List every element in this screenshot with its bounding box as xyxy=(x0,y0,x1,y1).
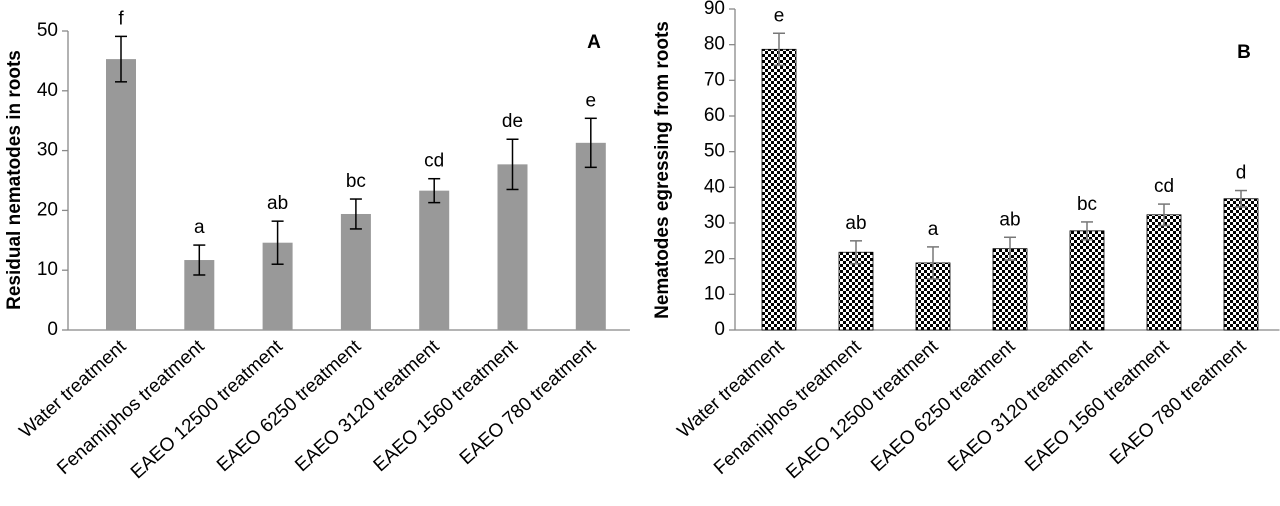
bar xyxy=(761,48,797,331)
y-tick-label: 40 xyxy=(704,176,725,197)
bar xyxy=(106,59,136,331)
y-tick-label: 20 xyxy=(704,248,725,269)
y-tick-label: 30 xyxy=(37,140,58,161)
y-tick-label: 40 xyxy=(37,80,58,101)
significance-letter: de xyxy=(502,111,523,132)
significance-letter: e xyxy=(586,90,597,111)
x-tick-label: Fenamiphos treatment xyxy=(53,336,209,479)
bar xyxy=(1069,230,1105,331)
bar xyxy=(575,142,606,330)
bar xyxy=(838,251,874,331)
significance-letter: a xyxy=(928,219,939,240)
x-tick-label: Fenamiphos treatment xyxy=(710,336,866,479)
x-tick-label: EAEO 780 treatment xyxy=(456,336,601,469)
x-tick-label: EAEO 12500 treatment xyxy=(127,336,288,484)
y-tick-label: 0 xyxy=(47,319,58,340)
significance-letter: bc xyxy=(346,171,366,192)
bar xyxy=(992,248,1028,331)
panel-label: B xyxy=(1237,42,1251,63)
x-tick-label: EAEO 1560 treatment xyxy=(370,336,523,476)
bar xyxy=(1223,198,1259,331)
y-tick-label: 20 xyxy=(37,199,58,220)
significance-letter: cd xyxy=(1154,176,1174,197)
significance-letter: d xyxy=(1236,163,1247,184)
y-tick-label: 0 xyxy=(714,319,725,340)
y-tick-label: 50 xyxy=(704,141,725,162)
y-tick-label: 60 xyxy=(704,105,725,126)
significance-letter: a xyxy=(194,217,205,238)
x-tick-label: EAEO 3120 treatment xyxy=(291,336,444,476)
panel-label: A xyxy=(587,32,601,53)
y-tick-label: 10 xyxy=(704,283,725,304)
y-tick-label: 70 xyxy=(704,69,725,90)
significance-letter: bc xyxy=(1077,194,1097,215)
significance-letter: ab xyxy=(999,209,1020,230)
y-tick-label: 30 xyxy=(704,212,725,233)
y-tick-label: 50 xyxy=(37,20,58,41)
x-tick-label: EAEO 6250 treatment xyxy=(213,336,366,476)
significance-letter: cd xyxy=(424,151,444,172)
significance-letter: ab xyxy=(267,193,288,214)
significance-letter: ab xyxy=(845,213,866,234)
x-tick-label: EAEO 780 treatment xyxy=(1106,336,1251,469)
y-tick-label: 10 xyxy=(37,259,58,280)
bar xyxy=(497,164,528,330)
x-tick-label: EAEO 3120 treatment xyxy=(944,336,1097,476)
bar xyxy=(419,190,450,330)
significance-letter: f xyxy=(118,8,124,29)
x-tick-label: EAEO 6250 treatment xyxy=(867,336,1020,476)
significance-letter: e xyxy=(774,5,785,26)
y-axis-label: Nematodes egressing from roots xyxy=(652,21,673,319)
y-tick-label: 80 xyxy=(704,34,725,55)
bar xyxy=(340,213,371,330)
x-tick-label: EAEO 12500 treatment xyxy=(782,336,943,484)
bar xyxy=(1146,214,1182,331)
y-tick-label: 90 xyxy=(704,0,725,19)
y-axis-label: Residual nematodes in roots xyxy=(4,50,25,310)
x-tick-label: EAEO 1560 treatment xyxy=(1021,336,1174,476)
